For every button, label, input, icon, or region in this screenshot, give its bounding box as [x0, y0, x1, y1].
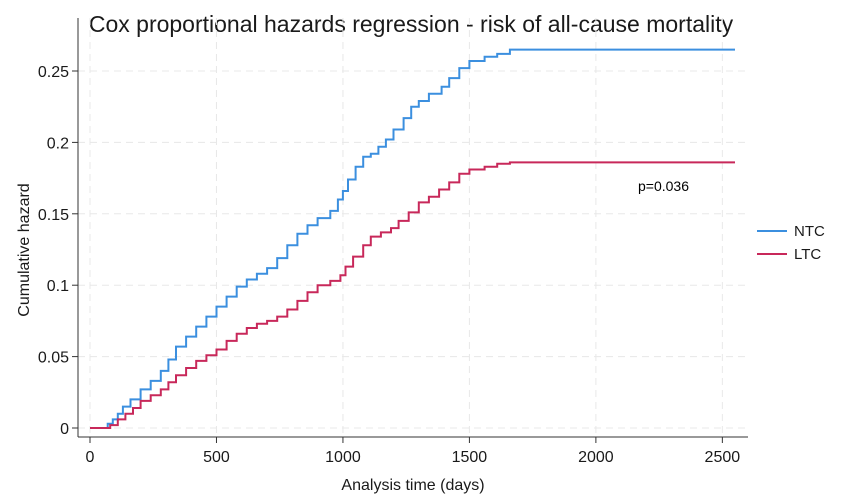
p-value-annotation: p=0.036	[638, 178, 689, 194]
series-line-ntc	[90, 48, 735, 429]
legend-label-ltc: LTC	[794, 246, 821, 263]
series-line-ltc	[90, 161, 735, 429]
x-axis-ticks: 0 500 1000 1500 2000 2500	[86, 437, 741, 466]
series-lines	[90, 48, 735, 429]
axes	[77, 18, 748, 438]
y-tick-label: 0.05	[38, 350, 69, 367]
x-tick-label: 0	[86, 449, 95, 466]
y-tick-label: 0.2	[47, 135, 69, 152]
y-tick-label: 0.15	[38, 207, 69, 224]
y-tick-label: 0	[60, 421, 69, 438]
legend-label-ntc: NTC	[794, 223, 825, 240]
x-tick-label: 2000	[578, 449, 614, 466]
y-tick-label: 0.1	[47, 278, 69, 295]
y-axis-label: Cumulative hazard	[16, 183, 33, 316]
grid-lines	[78, 18, 748, 437]
x-tick-label: 500	[203, 449, 230, 466]
x-tick-label: 1000	[325, 449, 361, 466]
x-tick-label: 2500	[705, 449, 741, 466]
y-axis-ticks: 0 0.05 0.1 0.15 0.2 0.25	[38, 64, 78, 438]
legend: NTC LTC	[757, 223, 825, 263]
x-axis-label: Analysis time (days)	[341, 477, 484, 494]
y-tick-label: 0.25	[38, 64, 69, 81]
x-tick-label: 1500	[452, 449, 488, 466]
chart-title: Cox proportional hazards regression - ri…	[89, 11, 734, 37]
